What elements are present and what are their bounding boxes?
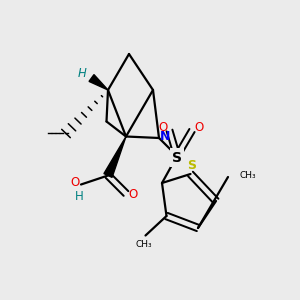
Text: CH₃: CH₃ <box>240 171 256 180</box>
Text: O: O <box>70 176 80 190</box>
Polygon shape <box>89 75 108 90</box>
Text: N: N <box>160 130 170 143</box>
Text: H: H <box>75 190 84 203</box>
Text: S: S <box>188 159 196 172</box>
Text: S: S <box>172 151 182 164</box>
Text: O: O <box>194 121 203 134</box>
Text: O: O <box>158 121 167 134</box>
Text: O: O <box>128 188 137 201</box>
Polygon shape <box>104 136 126 177</box>
Text: CH₃: CH₃ <box>136 240 152 249</box>
Text: H: H <box>78 67 87 80</box>
